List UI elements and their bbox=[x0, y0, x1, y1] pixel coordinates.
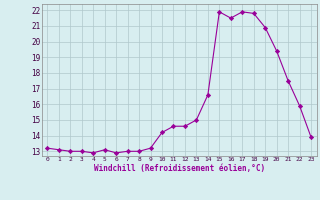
X-axis label: Windchill (Refroidissement éolien,°C): Windchill (Refroidissement éolien,°C) bbox=[94, 164, 265, 173]
